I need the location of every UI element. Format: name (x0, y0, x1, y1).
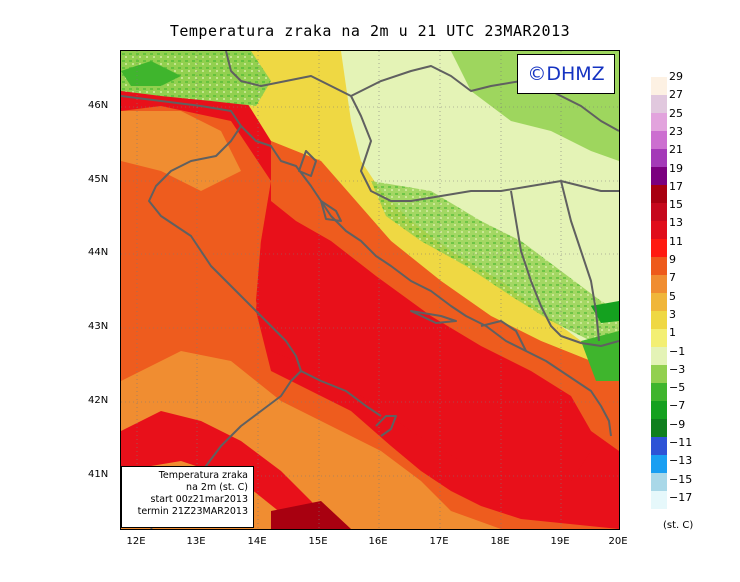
colorbar-swatch (651, 203, 667, 221)
colorbar-swatch (651, 365, 667, 383)
colorbar-swatch (651, 167, 667, 185)
colorbar-label: 27 (669, 88, 683, 102)
colorbar-label: 5 (669, 289, 676, 303)
colorbar-swatch (651, 329, 667, 347)
colorbar-label: −1 (669, 344, 686, 358)
lon-label-16e: 16E (368, 536, 388, 547)
lon-label-20e: 20E (608, 536, 628, 547)
info-line-4: termin 21Z23MAR2013 (137, 506, 248, 517)
colorbar-label: 19 (669, 161, 683, 175)
lon-label-14e: 14E (247, 536, 267, 547)
lon-label-13e: 13E (186, 536, 206, 547)
colorbar-swatch (651, 113, 667, 131)
colorbar-label: 7 (669, 271, 676, 285)
colorbar-swatch (651, 491, 667, 509)
colorbar-swatch (651, 275, 667, 293)
lon-label-15e: 15E (308, 536, 328, 547)
colorbar-swatch (651, 455, 667, 473)
coastline-borders (121, 51, 619, 529)
colorbar-swatch (651, 239, 667, 257)
colorbar-unit: (st. C) (663, 520, 694, 531)
colorbar-swatch (651, 383, 667, 401)
lon-label-12e: 12E (126, 536, 146, 547)
colorbar-label: 25 (669, 106, 683, 120)
colorbar-label: −15 (669, 472, 693, 486)
lon-label-17e: 17E (429, 536, 449, 547)
lat-label-43n: 43N (88, 321, 109, 332)
colorbar-label: −11 (669, 436, 693, 449)
lat-label-46n: 46N (88, 100, 109, 111)
colorbar-label: −13 (669, 454, 693, 468)
colorbar-label: 13 (669, 216, 683, 230)
colorbar-swatch (651, 95, 667, 113)
colorbar-label: 29 (669, 70, 683, 83)
temperature-colorbar (651, 77, 667, 509)
colorbar-swatch (651, 185, 667, 203)
colorbar-swatch (651, 131, 667, 149)
lon-label-18e: 18E (490, 536, 510, 547)
map-title: Temperatura zraka na 2m u 21 UTC 23MAR20… (169, 22, 571, 40)
colorbar-swatch (651, 77, 667, 95)
lat-label-41n: 41N (88, 469, 109, 480)
info-line-3: start 00z21mar2013 (150, 494, 248, 505)
colorbar-label: −17 (669, 490, 693, 504)
colorbar-label: 11 (669, 234, 683, 248)
colorbar-swatch (651, 347, 667, 365)
colorbar-swatch (651, 401, 667, 419)
colorbar-swatch (651, 473, 667, 491)
colorbar-label: 15 (669, 198, 683, 212)
colorbar-swatch (651, 257, 667, 275)
info-line-2: na 2m (st. C) (186, 482, 248, 493)
colorbar-label: 9 (669, 253, 676, 266)
dhmz-copyright-logo: ©DHMZ (517, 54, 615, 94)
map-canvas (121, 51, 619, 529)
lat-label-45n: 45N (88, 174, 109, 185)
colorbar-label: 23 (669, 124, 683, 138)
colorbar-swatch (651, 293, 667, 311)
colorbar-label: −9 (669, 417, 686, 431)
colorbar-label: 17 (669, 179, 683, 193)
colorbar-swatch (651, 221, 667, 239)
lon-label-19e: 19E (550, 536, 570, 547)
colorbar-label: 21 (669, 143, 683, 157)
colorbar-swatch (651, 149, 667, 167)
colorbar-label: −5 (669, 381, 686, 395)
colorbar-swatch (651, 437, 667, 455)
colorbar-label: 3 (669, 307, 676, 321)
temperature-map (120, 50, 620, 530)
colorbar-label: −7 (669, 399, 686, 413)
colorbar-label: −3 (669, 362, 686, 376)
info-line-1: Temperatura zraka (158, 470, 248, 481)
colorbar-swatch (651, 311, 667, 329)
colorbar-label: 1 (669, 326, 676, 340)
lat-label-44n: 44N (88, 247, 109, 258)
colorbar-swatch (651, 419, 667, 437)
lat-label-42n: 42N (88, 395, 109, 406)
info-legend-box: Temperatura zraka na 2m (st. C) start 00… (121, 466, 254, 528)
